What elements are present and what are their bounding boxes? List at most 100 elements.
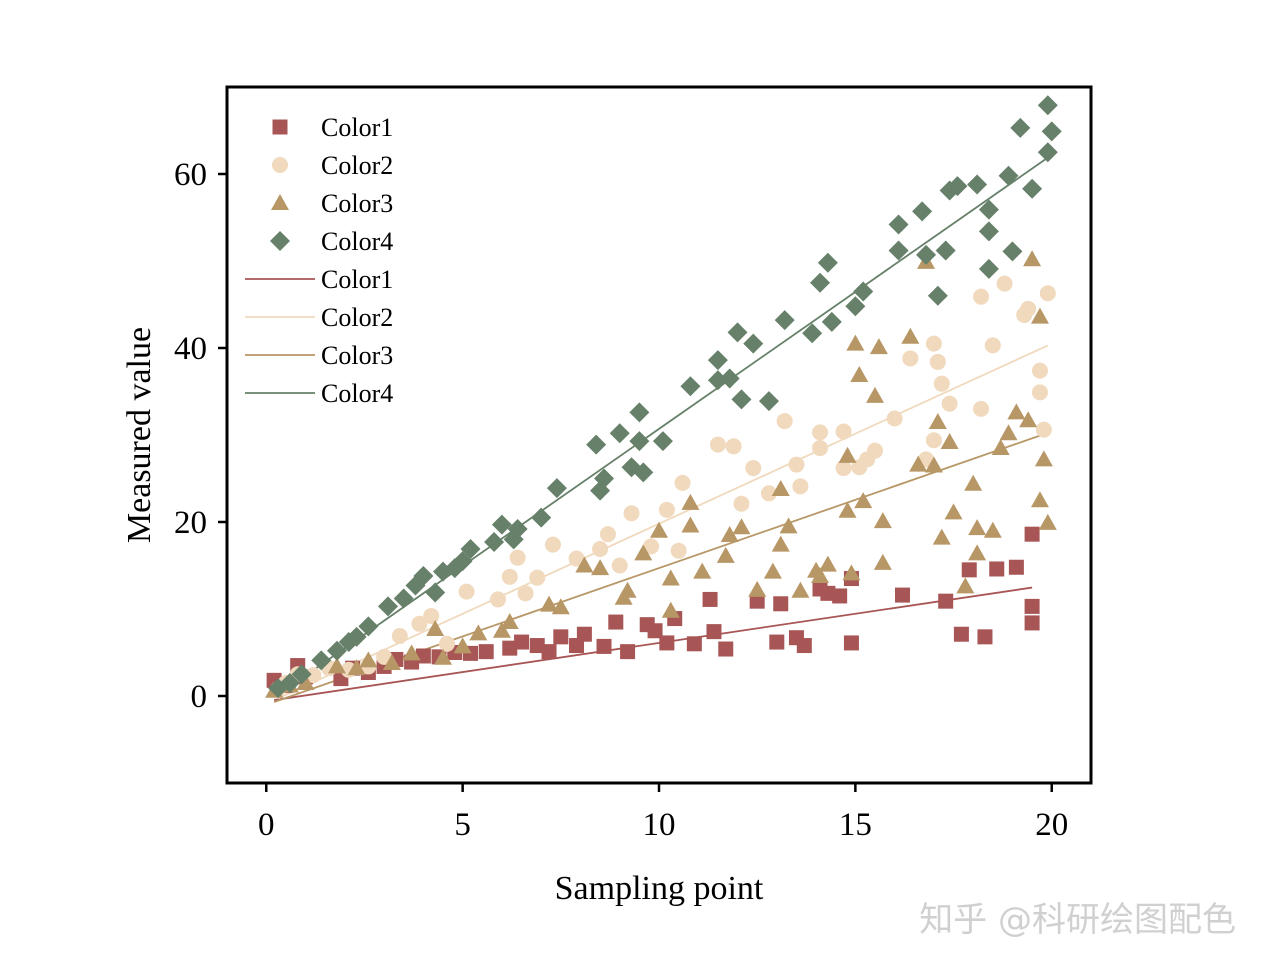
color4-point bbox=[947, 176, 968, 197]
color3-point bbox=[850, 365, 869, 382]
color4-point bbox=[916, 244, 937, 265]
color1-point bbox=[596, 638, 612, 654]
color2-point bbox=[489, 591, 506, 608]
color4-point bbox=[1037, 142, 1058, 163]
color2-point bbox=[544, 536, 561, 553]
color3-point bbox=[1034, 450, 1053, 467]
color2-point bbox=[725, 438, 742, 455]
legend-color2-label: Color2 bbox=[321, 151, 393, 180]
color2-point bbox=[305, 667, 322, 684]
legend-color4-fit-label: Color4 bbox=[321, 379, 393, 408]
color3-point bbox=[838, 446, 857, 463]
color2-point bbox=[709, 436, 726, 453]
color3-point bbox=[928, 412, 947, 429]
color2-point bbox=[438, 635, 455, 652]
color4-point bbox=[1041, 121, 1062, 142]
color4-point bbox=[802, 323, 823, 344]
color3-point bbox=[932, 528, 951, 545]
color2-point bbox=[529, 569, 546, 586]
legend-color2-marker bbox=[272, 157, 288, 173]
color3-point bbox=[716, 546, 735, 563]
color4-point bbox=[743, 333, 764, 354]
color1-point bbox=[702, 591, 718, 607]
color3-point bbox=[1019, 411, 1038, 428]
color3-point bbox=[940, 432, 959, 449]
color1-point bbox=[1024, 598, 1040, 614]
color2-point bbox=[1020, 300, 1037, 317]
color3-point bbox=[944, 503, 963, 520]
color4-point bbox=[378, 596, 399, 617]
color2-point bbox=[568, 550, 585, 567]
color3-point bbox=[866, 386, 884, 403]
color2-point bbox=[592, 540, 609, 557]
color1-point bbox=[576, 626, 592, 642]
color1-fit-line bbox=[273, 586, 1033, 701]
color4-point bbox=[629, 431, 650, 452]
color1-point bbox=[977, 629, 993, 645]
color4-point bbox=[460, 538, 481, 559]
y-tick-label: 60 bbox=[174, 157, 207, 193]
color4-point bbox=[1010, 117, 1031, 138]
color1-point bbox=[989, 561, 1005, 577]
color1-point bbox=[1024, 526, 1040, 542]
color3-point bbox=[842, 564, 861, 581]
color1-point bbox=[706, 624, 722, 640]
color3-point bbox=[873, 512, 892, 529]
color2-point bbox=[670, 542, 687, 559]
color4-point bbox=[279, 672, 300, 693]
color3-point bbox=[999, 424, 1018, 441]
color4-point bbox=[452, 551, 473, 572]
color2-point bbox=[929, 353, 946, 370]
color3-point bbox=[693, 562, 712, 579]
color3-point bbox=[661, 569, 680, 586]
color3-point bbox=[327, 657, 346, 674]
color3-point bbox=[732, 518, 751, 535]
color3-point bbox=[909, 455, 928, 472]
color2-point bbox=[458, 583, 475, 600]
color3-point bbox=[771, 535, 790, 552]
color1-point bbox=[415, 648, 431, 664]
color3-point bbox=[551, 598, 570, 615]
color1-point bbox=[569, 638, 585, 654]
color3-point bbox=[873, 553, 892, 570]
color3-point bbox=[382, 653, 401, 670]
color4-point bbox=[531, 507, 552, 528]
color4-point bbox=[1037, 95, 1058, 116]
color2-point bbox=[776, 413, 793, 430]
color3-point bbox=[661, 601, 680, 618]
color4-point bbox=[1002, 241, 1023, 262]
color2-point bbox=[933, 375, 950, 392]
color3-point bbox=[296, 673, 315, 690]
color3-point bbox=[1023, 250, 1042, 267]
color3-point bbox=[359, 651, 378, 668]
color2-point bbox=[941, 395, 958, 412]
color2-point bbox=[674, 474, 691, 491]
color3-point bbox=[618, 581, 637, 598]
color4-point bbox=[633, 462, 654, 483]
color4-point bbox=[594, 468, 615, 489]
color3-point bbox=[434, 648, 452, 665]
color4-point bbox=[727, 322, 748, 343]
color4-point bbox=[978, 199, 999, 220]
color1-point bbox=[1024, 615, 1040, 631]
color4-point bbox=[810, 272, 831, 293]
color4-point bbox=[484, 532, 505, 553]
data-markers bbox=[265, 95, 1062, 699]
color4-point bbox=[967, 174, 988, 195]
color4-point bbox=[731, 389, 752, 410]
color3-point bbox=[426, 620, 445, 637]
color1-point bbox=[529, 638, 545, 654]
x-tick-label: 10 bbox=[643, 807, 676, 843]
color3-point bbox=[818, 555, 837, 572]
color3-point bbox=[791, 581, 810, 598]
color3-point bbox=[681, 493, 700, 510]
color2-point bbox=[411, 615, 428, 632]
color3-point bbox=[968, 519, 987, 536]
color2-point bbox=[996, 275, 1013, 292]
color3-point bbox=[575, 556, 594, 573]
color3-point bbox=[681, 516, 700, 533]
color4-point bbox=[978, 221, 999, 242]
color4-point bbox=[888, 240, 909, 261]
color4-point bbox=[927, 285, 948, 306]
